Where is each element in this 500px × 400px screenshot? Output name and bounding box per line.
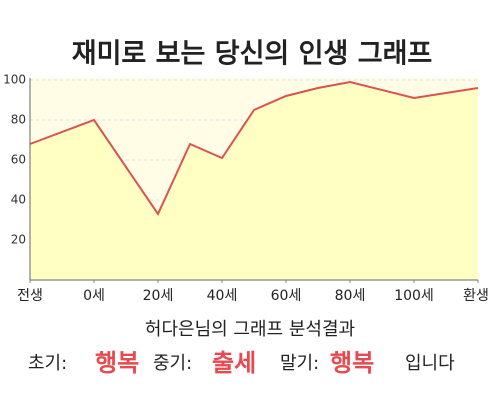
x-tick-label: 80세 [335, 288, 366, 304]
analysis-text: 중기: [153, 353, 192, 374]
analysis-text: 입니다 [405, 353, 455, 374]
area [30, 82, 478, 280]
x-tick-label: 0세 [83, 288, 105, 304]
subtitle: 허다은님의 그래프 분석결과 [145, 319, 355, 340]
x-tick-label: 전생 [17, 288, 43, 304]
analysis-text: 말기: [280, 353, 319, 374]
x-tick-label: 40세 [207, 288, 238, 304]
y-tick-label: 40 [11, 193, 26, 207]
y-tick-label: 60 [11, 153, 26, 167]
highlight-word: 행복 [95, 349, 139, 377]
y-tick-label: 20 [11, 233, 26, 247]
x-tick-label: 환생 [463, 288, 489, 304]
x-tick-label: 100세 [394, 288, 434, 304]
line [29, 80, 479, 217]
chart-title: 재미로 보는 당신의 인생 그래프 [72, 39, 433, 70]
y-tick-label: 100 [3, 73, 26, 87]
highlight-word: 출세 [212, 349, 256, 377]
x-tick-label: 60세 [271, 288, 302, 304]
x-tick-label: 20세 [143, 288, 174, 304]
highlight-word: 행복 [330, 349, 374, 377]
analysis-text: 초기: [28, 353, 67, 374]
y-tick-label: 80 [11, 113, 26, 127]
